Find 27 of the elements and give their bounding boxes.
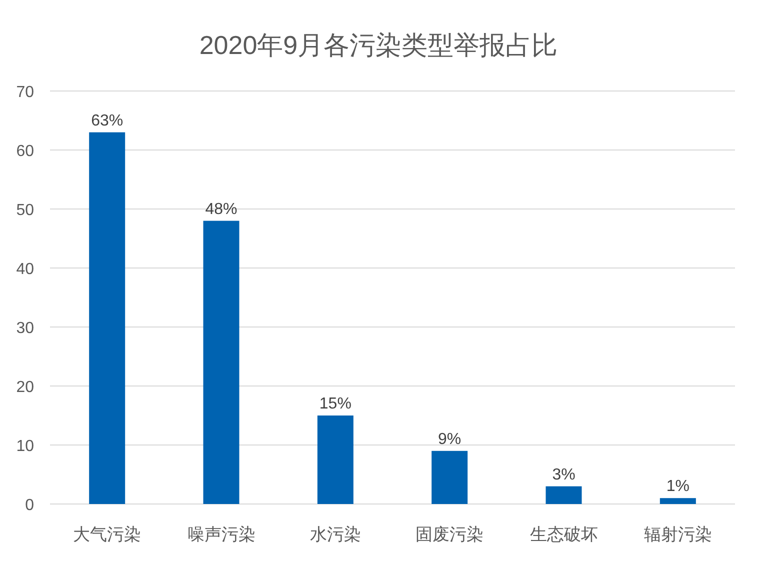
data-label: 3%	[552, 466, 576, 484]
data-label: 63%	[91, 112, 124, 130]
bar	[89, 132, 126, 504]
bar	[317, 416, 354, 504]
bar	[546, 486, 582, 504]
y-tick-label: 20	[16, 379, 34, 396]
x-tick-label: 生态破坏	[530, 525, 598, 544]
x-tick-label: 水污染	[310, 525, 361, 544]
y-tick-label: 50	[16, 202, 34, 219]
y-tick-label: 40	[16, 261, 34, 278]
bar	[432, 450, 468, 504]
data-label: 9%	[438, 430, 462, 448]
bar	[203, 220, 240, 504]
y-tick-label: 70	[16, 84, 34, 101]
x-tick-label: 辐射污染	[644, 525, 712, 544]
data-label: 1%	[666, 478, 690, 496]
x-tick-label: 固废污染	[416, 525, 484, 544]
data-label: 15%	[319, 396, 352, 412]
y-tick-label: 30	[16, 320, 34, 337]
data-label: 48%	[205, 200, 238, 218]
x-tick-label: 大气污染	[73, 525, 142, 544]
y-tick-label: 0	[25, 497, 34, 514]
y-tick-label: 60	[16, 143, 34, 160]
y-tick-label: 10	[16, 438, 34, 455]
x-tick-label: 噪声污染	[187, 525, 256, 544]
chart-title: 2020年9月各污染类型举报占比	[199, 30, 558, 60]
bar	[660, 498, 696, 504]
